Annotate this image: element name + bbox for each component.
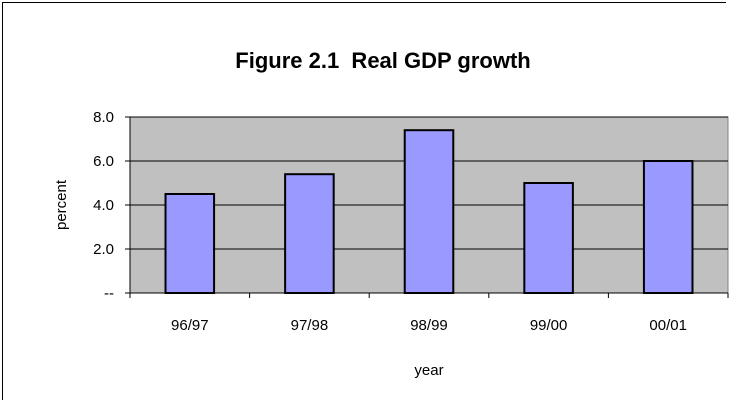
x-tick-label: 98/99 [410, 317, 448, 334]
chart-frame [2, 2, 726, 400]
y-axis: -- 2.0 4.0 6.0 8.0 [93, 109, 131, 302]
y-tick-label: 6.0 [93, 153, 114, 170]
bar [164, 193, 216, 294]
bar [284, 173, 335, 294]
y-tick-label: -- [104, 285, 114, 302]
x-tick-label: 97/98 [291, 317, 329, 334]
bar [523, 182, 574, 294]
x-axis-title: year [414, 362, 443, 379]
chart-title: Figure 2.1 Real GDP growth [235, 48, 530, 73]
y-tick-label: 2.0 [93, 241, 114, 258]
y-axis-title: percent [53, 179, 70, 230]
x-axis: 96/97 97/98 98/99 99/00 00/01 [129, 292, 729, 334]
bar [642, 160, 694, 294]
y-tick-label: 8.0 [93, 109, 114, 126]
y-tick-label: 4.0 [93, 197, 114, 214]
bars [164, 129, 694, 294]
bar [403, 129, 455, 294]
x-tick-label: 00/01 [649, 317, 687, 334]
x-tick-label: 96/97 [171, 317, 209, 334]
x-tick-label: 99/00 [530, 317, 568, 334]
